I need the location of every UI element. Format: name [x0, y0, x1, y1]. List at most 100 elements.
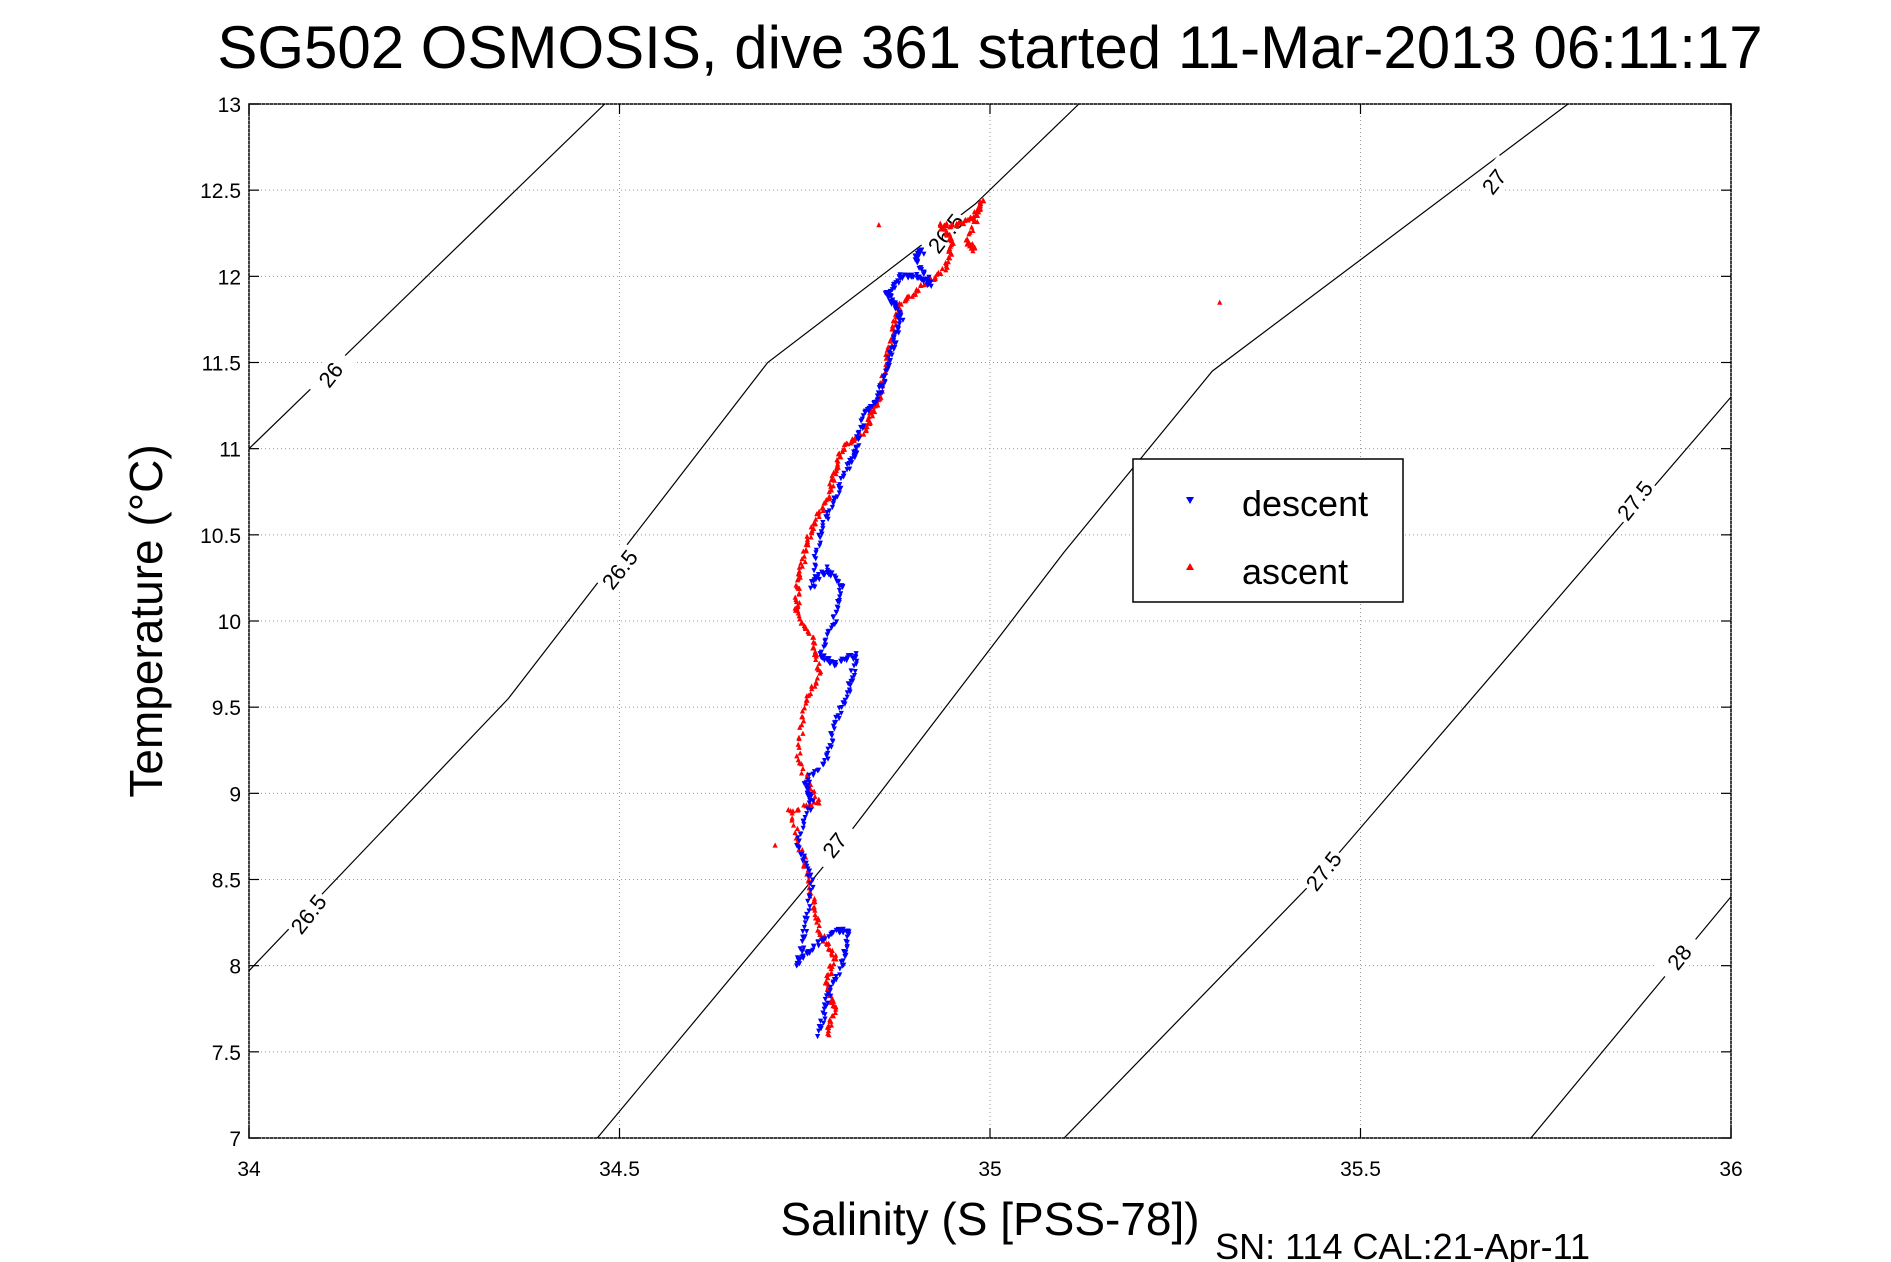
descent-point: [841, 962, 847, 968]
ascent-point: [841, 446, 848, 452]
descent-point: [866, 408, 872, 414]
descent-point: [843, 952, 849, 959]
ascent-point: [970, 248, 976, 254]
descent-point: [812, 562, 818, 568]
ascent-point: [795, 575, 801, 582]
ascent-point: [799, 563, 805, 569]
descent-point: [801, 781, 807, 787]
descent-point: [856, 429, 862, 436]
descent-point: [801, 853, 808, 859]
descent-point: [808, 887, 814, 894]
descent-point: [805, 898, 811, 905]
descent-point: [854, 658, 860, 664]
descent-point: [830, 501, 836, 507]
descent-point: [804, 863, 810, 870]
descent-point: [884, 289, 890, 296]
descent-point: [882, 378, 888, 385]
ascent-point: [807, 690, 814, 697]
descent-point: [916, 265, 922, 272]
descent-point: [837, 972, 843, 978]
ascent-point: [792, 594, 798, 600]
ascent-point: [797, 574, 803, 580]
ascent-point: [812, 911, 818, 918]
descent-point: [800, 825, 806, 831]
descent-point: [794, 960, 800, 967]
descent-point: [806, 772, 812, 778]
descent-point: [804, 784, 810, 790]
ascent-point: [799, 722, 805, 728]
descent-point: [894, 329, 900, 335]
ascent-point: [913, 286, 920, 292]
ascent-point: [801, 862, 807, 868]
ascent-point: [800, 765, 806, 771]
descent-point: [847, 457, 853, 464]
ascent-point: [798, 560, 804, 566]
legend-descent-marker: [1186, 497, 1194, 504]
descent-point: [794, 955, 801, 961]
ascent-point: [966, 231, 972, 237]
descent-point: [893, 340, 899, 346]
ascent-point: [831, 469, 837, 475]
ascent-point: [812, 648, 818, 655]
descent-point: [805, 951, 811, 957]
descent-point: [818, 654, 824, 661]
ascent-point: [825, 1027, 832, 1033]
descent-point: [829, 504, 836, 511]
descent-point: [838, 658, 844, 664]
descent-point: [800, 934, 806, 940]
descent-point: [888, 345, 894, 351]
ascent-point: [980, 197, 986, 203]
descent-point: [824, 564, 830, 570]
contour-label-bg: [1298, 843, 1349, 898]
descent-point: [813, 547, 820, 554]
descent-point: [831, 495, 837, 501]
descent-point: [804, 929, 810, 935]
descent-point: [829, 738, 835, 744]
descent-point: [816, 767, 822, 773]
ascent-point: [829, 970, 835, 977]
ascent-point: [811, 520, 817, 526]
descent-point: [802, 915, 808, 921]
descent-point: [848, 668, 854, 674]
descent-point: [815, 1034, 821, 1040]
descent-point: [928, 279, 934, 286]
ascent-point: [869, 413, 876, 419]
ascent-point: [815, 664, 821, 670]
ascent-point: [828, 487, 834, 493]
ascent-point: [807, 889, 813, 895]
descent-point: [861, 423, 867, 429]
x-tick-label: 35.5: [1340, 1158, 1381, 1181]
descent-point: [815, 939, 821, 945]
descent-point: [926, 274, 932, 280]
ascent-point: [796, 744, 802, 750]
y-tick-label: 7.5: [212, 1042, 241, 1065]
ascent-point: [794, 825, 801, 832]
ascent-point: [950, 240, 956, 246]
descent-point: [879, 385, 886, 391]
descent-point: [880, 382, 886, 388]
contour-label-bg: [594, 542, 645, 597]
descent-point: [831, 720, 838, 726]
descent-point: [810, 877, 816, 883]
ascent-point: [801, 553, 807, 559]
descent-point: [895, 313, 901, 319]
ascent-point: [815, 927, 821, 933]
descent-point: [836, 600, 842, 606]
contour-label-bg: [283, 887, 334, 941]
descent-point: [802, 814, 808, 821]
descent-point: [825, 513, 831, 519]
ascent-point: [832, 1003, 838, 1009]
ascent-point: [835, 461, 841, 467]
ascent-point: [808, 534, 814, 540]
descent-point: [834, 494, 840, 500]
descent-point: [842, 701, 848, 707]
descent-point: [812, 574, 818, 580]
descent-point: [825, 991, 831, 997]
ascent-point: [939, 265, 945, 272]
descent-point: [850, 678, 856, 684]
legend-descent-label: descent: [1242, 483, 1368, 524]
ascent-point: [826, 493, 832, 500]
ascent-point: [796, 734, 802, 740]
ascent-point: [977, 205, 983, 211]
descent-point: [801, 945, 807, 951]
